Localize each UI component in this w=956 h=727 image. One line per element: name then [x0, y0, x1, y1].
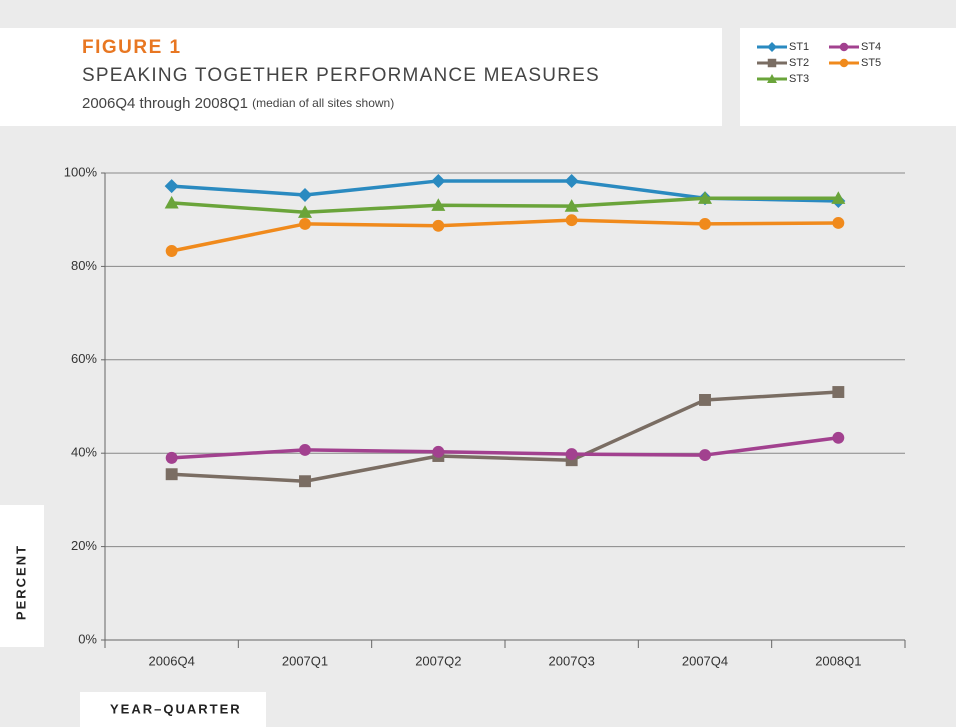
- y-tick-label: 20%: [71, 538, 97, 553]
- marker: [565, 454, 578, 467]
- legend-label: ST2: [789, 57, 809, 69]
- marker: [298, 205, 312, 218]
- marker: [698, 191, 712, 204]
- x-tick-label: 2006Q4: [149, 653, 195, 668]
- marker: [165, 245, 178, 257]
- marker: [831, 191, 846, 204]
- ylabel-box: [0, 505, 44, 647]
- legend-marker: [839, 42, 849, 52]
- x-tick-label: 2008Q1: [815, 653, 861, 668]
- x-tick-label: 2007Q3: [549, 653, 595, 668]
- x-tick-label: 2007Q4: [682, 653, 728, 668]
- legend-label: ST1: [789, 41, 809, 53]
- legend-label: ST3: [789, 73, 809, 85]
- marker: [164, 179, 179, 194]
- marker: [565, 214, 578, 227]
- marker: [699, 394, 711, 406]
- y-tick-label: 100%: [64, 164, 98, 179]
- subtitle: 2006Q4 through 2008Q1: [82, 95, 248, 112]
- y-tick-label: 80%: [71, 258, 97, 273]
- marker: [565, 448, 578, 461]
- marker: [299, 475, 311, 488]
- series-line: [171, 218, 839, 253]
- marker: [432, 445, 445, 458]
- x-tick-label: 2007Q2: [415, 653, 461, 668]
- marker: [832, 217, 845, 229]
- marker: [299, 217, 311, 230]
- y-tick-label: 60%: [71, 351, 97, 366]
- marker: [564, 173, 579, 188]
- chart-title: SPEAKING TOGETHER PERFORMANCE MEASURES: [82, 65, 600, 86]
- chart-subtitle: 2006Q4 through 2008Q1 (median of all sit…: [82, 95, 394, 112]
- marker: [165, 468, 178, 481]
- subtitle-note: (median of all sites shown): [252, 96, 394, 110]
- legend-label: ST5: [861, 57, 881, 69]
- y-tick-label: 40%: [71, 445, 97, 460]
- marker: [564, 199, 579, 212]
- marker: [298, 187, 312, 202]
- marker: [165, 451, 178, 464]
- marker: [832, 386, 845, 398]
- y-tick-label: 0%: [78, 631, 97, 646]
- figure-label: FIGURE 1: [82, 37, 182, 58]
- marker: [699, 449, 711, 462]
- series-line: [171, 436, 839, 460]
- series-line: [171, 390, 839, 483]
- marker: [832, 431, 845, 444]
- legend-marker: [767, 58, 777, 68]
- legend-marker: [767, 42, 777, 52]
- x-axis-label: YEAR–QUARTER: [110, 701, 242, 716]
- legend-marker: [839, 58, 849, 68]
- xlabel-box: [80, 692, 266, 727]
- marker: [431, 198, 446, 211]
- marker: [699, 217, 711, 230]
- marker: [432, 219, 445, 232]
- y-axis-label: PERCENT: [13, 544, 28, 620]
- legend-marker: [767, 74, 777, 83]
- legend-label: ST4: [861, 41, 881, 53]
- series-line: [171, 196, 839, 214]
- legend-box: [740, 28, 956, 126]
- marker: [299, 443, 311, 456]
- x-tick-label: 2007Q1: [282, 653, 328, 668]
- title-box: [0, 28, 722, 126]
- marker: [431, 173, 446, 188]
- marker: [164, 195, 179, 209]
